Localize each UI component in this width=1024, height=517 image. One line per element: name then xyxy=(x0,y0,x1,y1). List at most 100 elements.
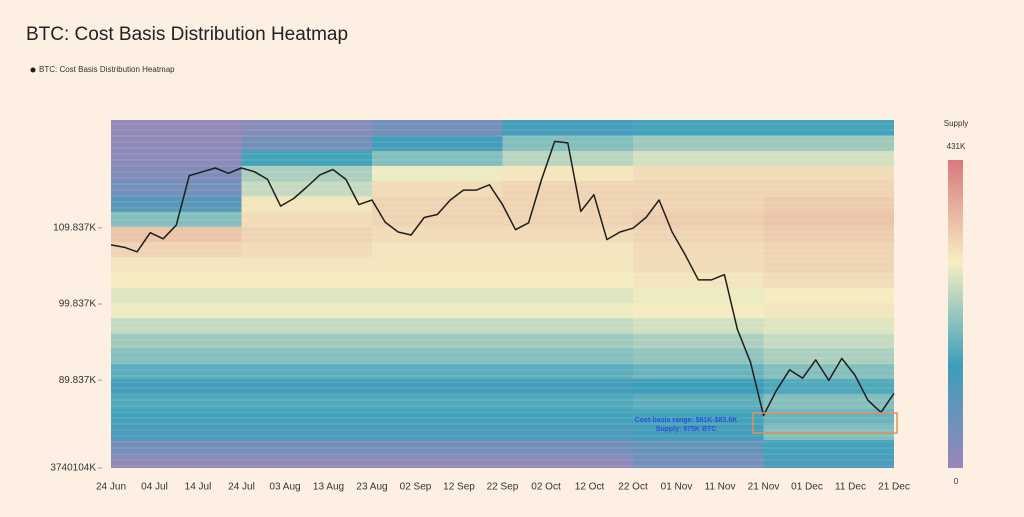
heat-cell xyxy=(763,394,894,410)
heat-cell xyxy=(372,257,503,273)
heat-cell xyxy=(111,211,242,227)
heat-cell xyxy=(502,439,634,456)
x-tick-label: 21 Dec xyxy=(878,482,910,493)
heat-cell xyxy=(502,257,634,273)
heat-cell xyxy=(633,333,764,349)
colorbar xyxy=(948,160,963,468)
y-tick-label: 3740104K xyxy=(50,463,96,474)
heat-cell xyxy=(111,196,242,212)
heat-cell xyxy=(763,287,894,304)
band-texture xyxy=(111,261,894,263)
band-texture xyxy=(111,303,894,305)
heat-cell xyxy=(502,211,634,227)
band-texture xyxy=(111,459,894,461)
heat-cell xyxy=(633,409,764,425)
heat-cell xyxy=(502,363,634,380)
y-tick-label: 109.837K xyxy=(53,223,96,234)
heat-cell xyxy=(241,348,373,364)
annotation-text: Supply: 975K BTC xyxy=(656,426,717,433)
heat-cell xyxy=(111,348,242,364)
heat-cell xyxy=(111,272,242,288)
band-texture xyxy=(111,429,894,431)
band-texture xyxy=(111,135,894,137)
x-tick-label: 14 Jul xyxy=(185,482,212,493)
band-texture xyxy=(111,231,894,233)
heat-cell xyxy=(372,318,503,334)
x-tick-label: 12 Oct xyxy=(575,482,605,493)
colorbar-tick-label: 0 xyxy=(954,477,959,486)
heat-cell xyxy=(111,378,242,395)
price-line xyxy=(110,140,895,417)
heat-cell xyxy=(633,150,764,167)
band-texture xyxy=(111,267,894,269)
heat-cell xyxy=(502,287,634,304)
band-texture xyxy=(111,213,894,215)
heat-cell xyxy=(763,302,894,319)
heat-cell xyxy=(763,135,894,151)
x-tick-label: 22 Sep xyxy=(487,482,519,493)
heat-cell xyxy=(502,272,634,288)
heat-cell xyxy=(633,378,764,395)
heat-cell xyxy=(372,394,503,410)
chart-title: BTC: Cost Basis Distribution Heatmap xyxy=(26,24,348,45)
heat-cell xyxy=(502,348,634,364)
band-texture xyxy=(111,165,894,167)
heat-cell xyxy=(502,180,634,197)
band-texture xyxy=(111,285,894,287)
band-texture xyxy=(111,195,894,197)
band-texture xyxy=(111,381,894,383)
heat-cell xyxy=(372,120,503,136)
y-tick-label: 99.837K xyxy=(59,299,97,310)
heat-cell xyxy=(241,455,373,468)
heat-cell xyxy=(502,455,634,468)
x-tick-label: 23 Aug xyxy=(356,482,387,493)
x-tick-label: 01 Dec xyxy=(791,482,823,493)
heat-cell xyxy=(372,302,503,319)
heat-cell xyxy=(111,287,242,304)
heat-cell xyxy=(763,333,894,349)
heat-cell xyxy=(763,455,894,468)
heat-cell xyxy=(111,226,242,243)
band-texture xyxy=(111,147,894,149)
band-texture xyxy=(111,417,894,419)
heat-cell xyxy=(372,272,503,288)
band-texture xyxy=(111,225,894,227)
band-texture xyxy=(111,315,894,317)
y-tick-label: 89.837K xyxy=(59,375,97,386)
band-texture xyxy=(111,333,894,335)
colorbar-title: Supply xyxy=(944,119,968,128)
band-texture xyxy=(111,465,894,467)
heat-cell xyxy=(372,150,503,167)
heat-cell xyxy=(633,196,764,212)
band-texture xyxy=(111,189,894,191)
heat-cell xyxy=(502,424,634,441)
x-tick-label: 12 Sep xyxy=(443,482,475,493)
x-tick-label: 13 Aug xyxy=(313,482,344,493)
band-texture xyxy=(111,291,894,293)
band-texture xyxy=(111,201,894,203)
x-tick-label: 11 Dec xyxy=(835,482,866,493)
heat-cell xyxy=(763,348,894,364)
heat-cell xyxy=(241,272,373,288)
heat-cell xyxy=(633,424,764,441)
heat-cell xyxy=(633,394,764,410)
heat-cell xyxy=(372,333,503,349)
band-texture xyxy=(111,117,894,119)
band-texture xyxy=(111,321,894,323)
heat-cell xyxy=(372,287,503,304)
heat-cell xyxy=(633,439,764,456)
heat-cell xyxy=(763,257,894,273)
heat-cell xyxy=(502,150,634,167)
heat-cell xyxy=(111,180,242,197)
heat-cell xyxy=(502,165,634,182)
band-texture xyxy=(111,171,894,173)
heat-cell xyxy=(111,409,242,425)
x-tick-label: 03 Aug xyxy=(269,482,300,493)
heat-cell xyxy=(241,257,373,273)
heat-cell xyxy=(502,318,634,334)
band-texture xyxy=(111,327,894,329)
heat-cell xyxy=(372,165,503,182)
x-tick-label: 24 Jun xyxy=(96,482,126,493)
